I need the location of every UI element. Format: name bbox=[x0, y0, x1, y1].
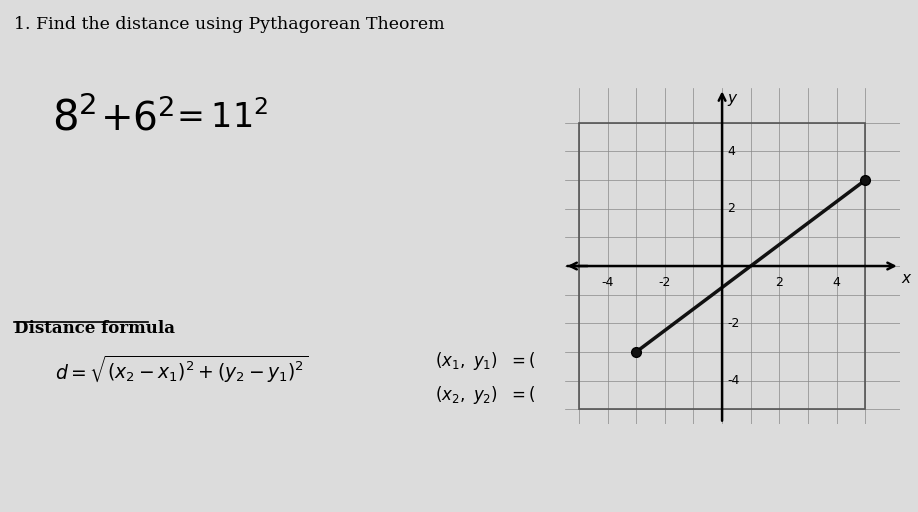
Text: 4: 4 bbox=[833, 276, 841, 289]
Text: 4: 4 bbox=[727, 145, 735, 158]
Text: -4: -4 bbox=[601, 276, 614, 289]
Text: x: x bbox=[901, 271, 910, 286]
Text: $8^2$: $8^2$ bbox=[52, 97, 96, 139]
Text: $+ 6^2$: $+ 6^2$ bbox=[100, 99, 174, 139]
Text: Distance formula: Distance formula bbox=[14, 320, 175, 337]
Text: -4: -4 bbox=[727, 374, 740, 387]
Text: $= 11^2$: $= 11^2$ bbox=[170, 100, 268, 135]
Text: $(x_1,\ y_1)\ \ = ($          $,$          $)$: $(x_1,\ y_1)\ \ = ($ $,$ $)$ bbox=[435, 350, 656, 372]
Text: -2: -2 bbox=[727, 317, 740, 330]
Text: 1. Find the distance using Pythagorean Theorem: 1. Find the distance using Pythagorean T… bbox=[14, 16, 444, 33]
Text: 2: 2 bbox=[776, 276, 783, 289]
Text: y: y bbox=[727, 91, 736, 106]
Bar bbox=[579, 123, 866, 409]
Text: $(x_2,\ y_2)\ \ = ($          $,$          $)$: $(x_2,\ y_2)\ \ = ($ $,$ $)$ bbox=[435, 384, 656, 406]
Text: 2: 2 bbox=[727, 202, 735, 215]
Text: -2: -2 bbox=[658, 276, 671, 289]
Text: $d = \sqrt{(x_2 - x_1)^2 + (y_2 - y_1)^2}$: $d = \sqrt{(x_2 - x_1)^2 + (y_2 - y_1)^2… bbox=[55, 354, 308, 385]
